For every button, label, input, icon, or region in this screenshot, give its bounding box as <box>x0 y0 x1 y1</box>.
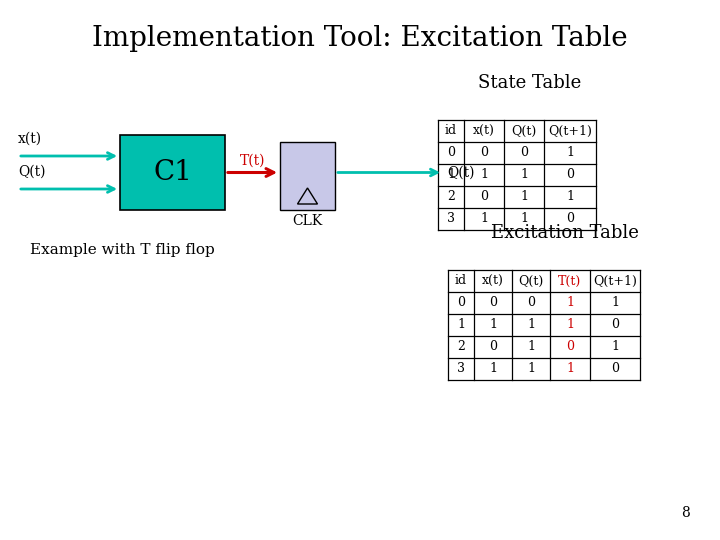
Text: 0: 0 <box>611 319 619 332</box>
Text: 0: 0 <box>457 296 465 309</box>
Text: 1: 1 <box>457 319 465 332</box>
Text: 1: 1 <box>527 362 535 375</box>
Text: Q(t+1): Q(t+1) <box>548 125 592 138</box>
Text: 1: 1 <box>527 319 535 332</box>
Text: id: id <box>445 125 457 138</box>
Text: 0: 0 <box>611 362 619 375</box>
Text: x(t): x(t) <box>473 125 495 138</box>
Text: 1: 1 <box>566 319 574 332</box>
Text: 1: 1 <box>566 191 574 204</box>
Text: 1: 1 <box>480 213 488 226</box>
Text: 1: 1 <box>489 362 497 375</box>
Text: 0: 0 <box>480 191 488 204</box>
Text: 0: 0 <box>566 168 574 181</box>
Text: 8: 8 <box>681 506 690 520</box>
Text: 1: 1 <box>566 146 574 159</box>
Text: State Table: State Table <box>478 74 582 92</box>
Text: 0: 0 <box>480 146 488 159</box>
Text: 3: 3 <box>447 213 455 226</box>
Text: 0: 0 <box>566 213 574 226</box>
Text: Q(t+1): Q(t+1) <box>593 274 637 287</box>
Text: 1: 1 <box>489 319 497 332</box>
Text: 1: 1 <box>447 168 455 181</box>
Text: 0: 0 <box>489 341 497 354</box>
Text: 0: 0 <box>447 146 455 159</box>
Text: 0: 0 <box>489 296 497 309</box>
Text: T(t): T(t) <box>240 153 265 167</box>
Text: 1: 1 <box>527 341 535 354</box>
Text: Q(t): Q(t) <box>447 165 474 179</box>
Text: x(t): x(t) <box>18 132 42 146</box>
Text: 3: 3 <box>457 362 465 375</box>
Text: Q(t): Q(t) <box>511 125 536 138</box>
Text: 1: 1 <box>566 362 574 375</box>
Text: 1: 1 <box>480 168 488 181</box>
Text: 0: 0 <box>566 341 574 354</box>
Text: 1: 1 <box>611 296 619 309</box>
Text: 1: 1 <box>520 191 528 204</box>
FancyBboxPatch shape <box>280 142 335 210</box>
Text: 1: 1 <box>520 168 528 181</box>
Text: Q(t): Q(t) <box>18 165 45 179</box>
Text: Example with T flip flop: Example with T flip flop <box>30 243 215 257</box>
Text: 2: 2 <box>457 341 465 354</box>
Text: CLK: CLK <box>292 214 323 228</box>
Text: T(t): T(t) <box>559 274 582 287</box>
Text: id: id <box>455 274 467 287</box>
Text: 0: 0 <box>520 146 528 159</box>
Text: C1: C1 <box>153 159 192 186</box>
Text: 1: 1 <box>520 213 528 226</box>
Text: Q(t): Q(t) <box>518 274 544 287</box>
Text: Implementation Tool: Excitation Table: Implementation Tool: Excitation Table <box>92 25 628 52</box>
Text: 0: 0 <box>527 296 535 309</box>
FancyBboxPatch shape <box>120 135 225 210</box>
Text: 1: 1 <box>611 341 619 354</box>
Text: Excitation Table: Excitation Table <box>491 224 639 242</box>
Text: 1: 1 <box>566 296 574 309</box>
Text: x(t): x(t) <box>482 274 504 287</box>
Text: 2: 2 <box>447 191 455 204</box>
